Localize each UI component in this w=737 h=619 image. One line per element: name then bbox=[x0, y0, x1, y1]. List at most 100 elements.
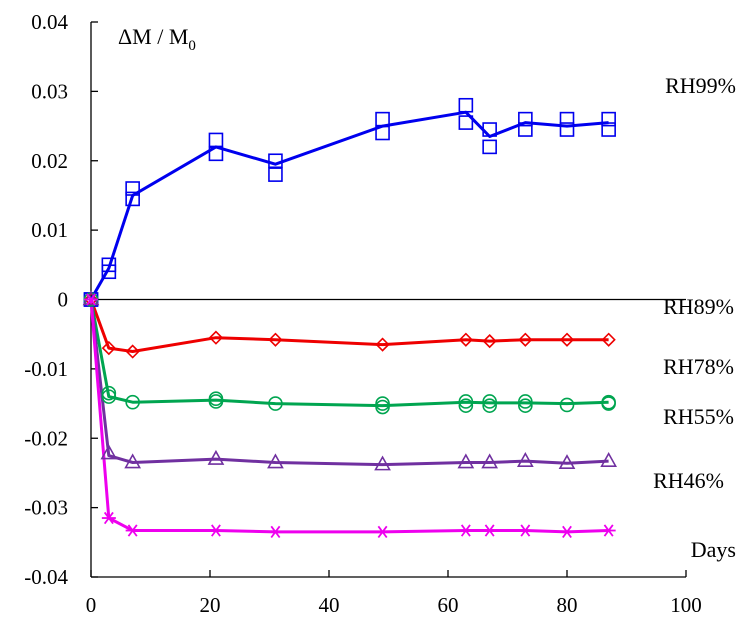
data-point-rh78 bbox=[482, 394, 497, 409]
data-point-rh46 bbox=[208, 524, 223, 537]
data-point-rh89 bbox=[208, 330, 224, 345]
axes: 0.04 0.03 0.02 0.01 0 -0.01 -0.02 -0.03 -0.04 0 20… bbox=[24, 10, 702, 617]
data-point-rh99 bbox=[559, 122, 575, 137]
y-tick-label: 0 bbox=[58, 288, 69, 312]
data-point-rh55 bbox=[481, 453, 499, 469]
data-point-rh78 bbox=[482, 398, 497, 413]
data-point-rh89 bbox=[458, 332, 473, 347]
data-point-rh89 bbox=[375, 337, 390, 352]
series-label-rh78: RH78% bbox=[663, 354, 734, 379]
data-point-rh55 bbox=[267, 453, 284, 469]
x-tick-label: 20 bbox=[200, 593, 221, 617]
data-point-rh78 bbox=[101, 389, 117, 404]
series-lines bbox=[89, 110, 609, 534]
data-point-rh89 bbox=[482, 333, 497, 349]
data-point-rh55 bbox=[124, 453, 142, 469]
y-tick-label: -0.03 bbox=[24, 496, 68, 520]
data-point-rh89 bbox=[559, 332, 575, 347]
series-label-rh46: RH46% bbox=[653, 468, 724, 493]
data-point-rh55 bbox=[82, 290, 100, 306]
data-point-rh55 bbox=[600, 452, 618, 467]
data-point-rh55 bbox=[374, 455, 391, 471]
asterisk-stroke bbox=[484, 524, 495, 537]
data-point-rh46 bbox=[84, 293, 98, 306]
data-point-rh99 bbox=[458, 115, 474, 130]
data-point-rh78 bbox=[375, 396, 390, 411]
data-point-rh99 bbox=[125, 181, 140, 196]
y-tick-label: 0.03 bbox=[31, 79, 68, 103]
data-point-rh55 bbox=[457, 453, 475, 469]
series-label-rh89: RH89% bbox=[663, 294, 734, 319]
data-point-rh99 bbox=[601, 122, 616, 137]
y-tick-label: 0.04 bbox=[31, 10, 68, 34]
data-point-rh78 bbox=[518, 394, 533, 409]
x-tick-label: 40 bbox=[319, 593, 340, 617]
x-tick-label: 80 bbox=[557, 593, 578, 617]
y-axis-label-main: ΔM / M bbox=[118, 24, 188, 49]
asterisk-stroke bbox=[211, 524, 221, 537]
data-point-rh55 bbox=[516, 452, 534, 467]
data-point-rh55 bbox=[207, 449, 225, 465]
data-point-rh99 bbox=[268, 167, 283, 182]
data-point-rh99 bbox=[482, 139, 497, 155]
asterisk-stroke bbox=[127, 524, 138, 537]
asterisk-stroke bbox=[562, 525, 572, 539]
data-point-rh46 bbox=[601, 524, 616, 537]
y-tick-label: 0.02 bbox=[31, 149, 68, 173]
y-tick-label: -0.04 bbox=[24, 565, 68, 589]
data-point-rh78 bbox=[518, 398, 533, 413]
data-point-rh99 bbox=[208, 132, 224, 148]
series-markers bbox=[82, 97, 618, 539]
data-point-rh78 bbox=[125, 394, 140, 410]
data-point-rh99 bbox=[268, 153, 283, 169]
data-point-rh46 bbox=[125, 524, 140, 537]
series-line-rh89 bbox=[89, 298, 609, 353]
data-point-rh99 bbox=[518, 111, 533, 127]
x-tick-label: 60 bbox=[438, 593, 459, 617]
x-tick-label: 0 bbox=[86, 593, 97, 617]
asterisk-stroke bbox=[86, 293, 96, 306]
data-point-rh78 bbox=[375, 399, 390, 415]
series-line-rh78 bbox=[89, 299, 609, 408]
y-axis-label-subscript: 0 bbox=[188, 38, 196, 54]
series-line-rh55 bbox=[89, 299, 609, 467]
data-point-rh46 bbox=[101, 511, 116, 525]
data-point-rh99 bbox=[208, 146, 224, 162]
x-tick-label: 100 bbox=[670, 593, 702, 617]
labels: ΔM / M0 Days RH99% RH89% RH78% RH55% RH4… bbox=[118, 24, 736, 562]
data-point-rh46 bbox=[560, 525, 574, 539]
data-point-rh78 bbox=[101, 385, 117, 401]
series-line-rh99 bbox=[89, 110, 609, 301]
data-point-rh89 bbox=[268, 332, 283, 347]
asterisk-stroke bbox=[603, 524, 614, 537]
data-point-rh99 bbox=[101, 257, 117, 273]
data-point-rh89 bbox=[518, 332, 533, 347]
data-point-rh46 bbox=[518, 524, 533, 537]
data-point-rh46 bbox=[458, 524, 473, 537]
y-axis-label: ΔM / M0 bbox=[118, 24, 196, 54]
data-point-rh46 bbox=[482, 524, 497, 537]
data-point-rh99 bbox=[125, 191, 140, 207]
data-point-rh99 bbox=[458, 97, 474, 113]
y-tick-label: -0.01 bbox=[24, 357, 68, 381]
asterisk-stroke bbox=[103, 511, 114, 525]
data-point-rh78 bbox=[208, 394, 224, 409]
data-point-rh99 bbox=[559, 111, 575, 127]
data-point-rh78 bbox=[601, 396, 616, 411]
asterisk-stroke bbox=[270, 525, 281, 539]
data-point-rh78 bbox=[458, 398, 474, 413]
data-point-rh99 bbox=[482, 122, 497, 137]
data-point-rh89 bbox=[125, 344, 140, 359]
data-point-rh99 bbox=[518, 122, 533, 137]
data-point-rh55 bbox=[100, 444, 118, 460]
asterisk-stroke bbox=[520, 524, 531, 537]
data-point-rh89 bbox=[601, 332, 616, 347]
data-point-rh46 bbox=[375, 525, 390, 539]
data-point-rh46 bbox=[268, 525, 283, 539]
data-point-rh99 bbox=[375, 111, 390, 127]
data-point-rh99 bbox=[601, 111, 616, 127]
series-label-rh99: RH99% bbox=[665, 73, 736, 98]
data-point-rh78 bbox=[268, 396, 283, 411]
data-point-rh55 bbox=[558, 454, 576, 470]
